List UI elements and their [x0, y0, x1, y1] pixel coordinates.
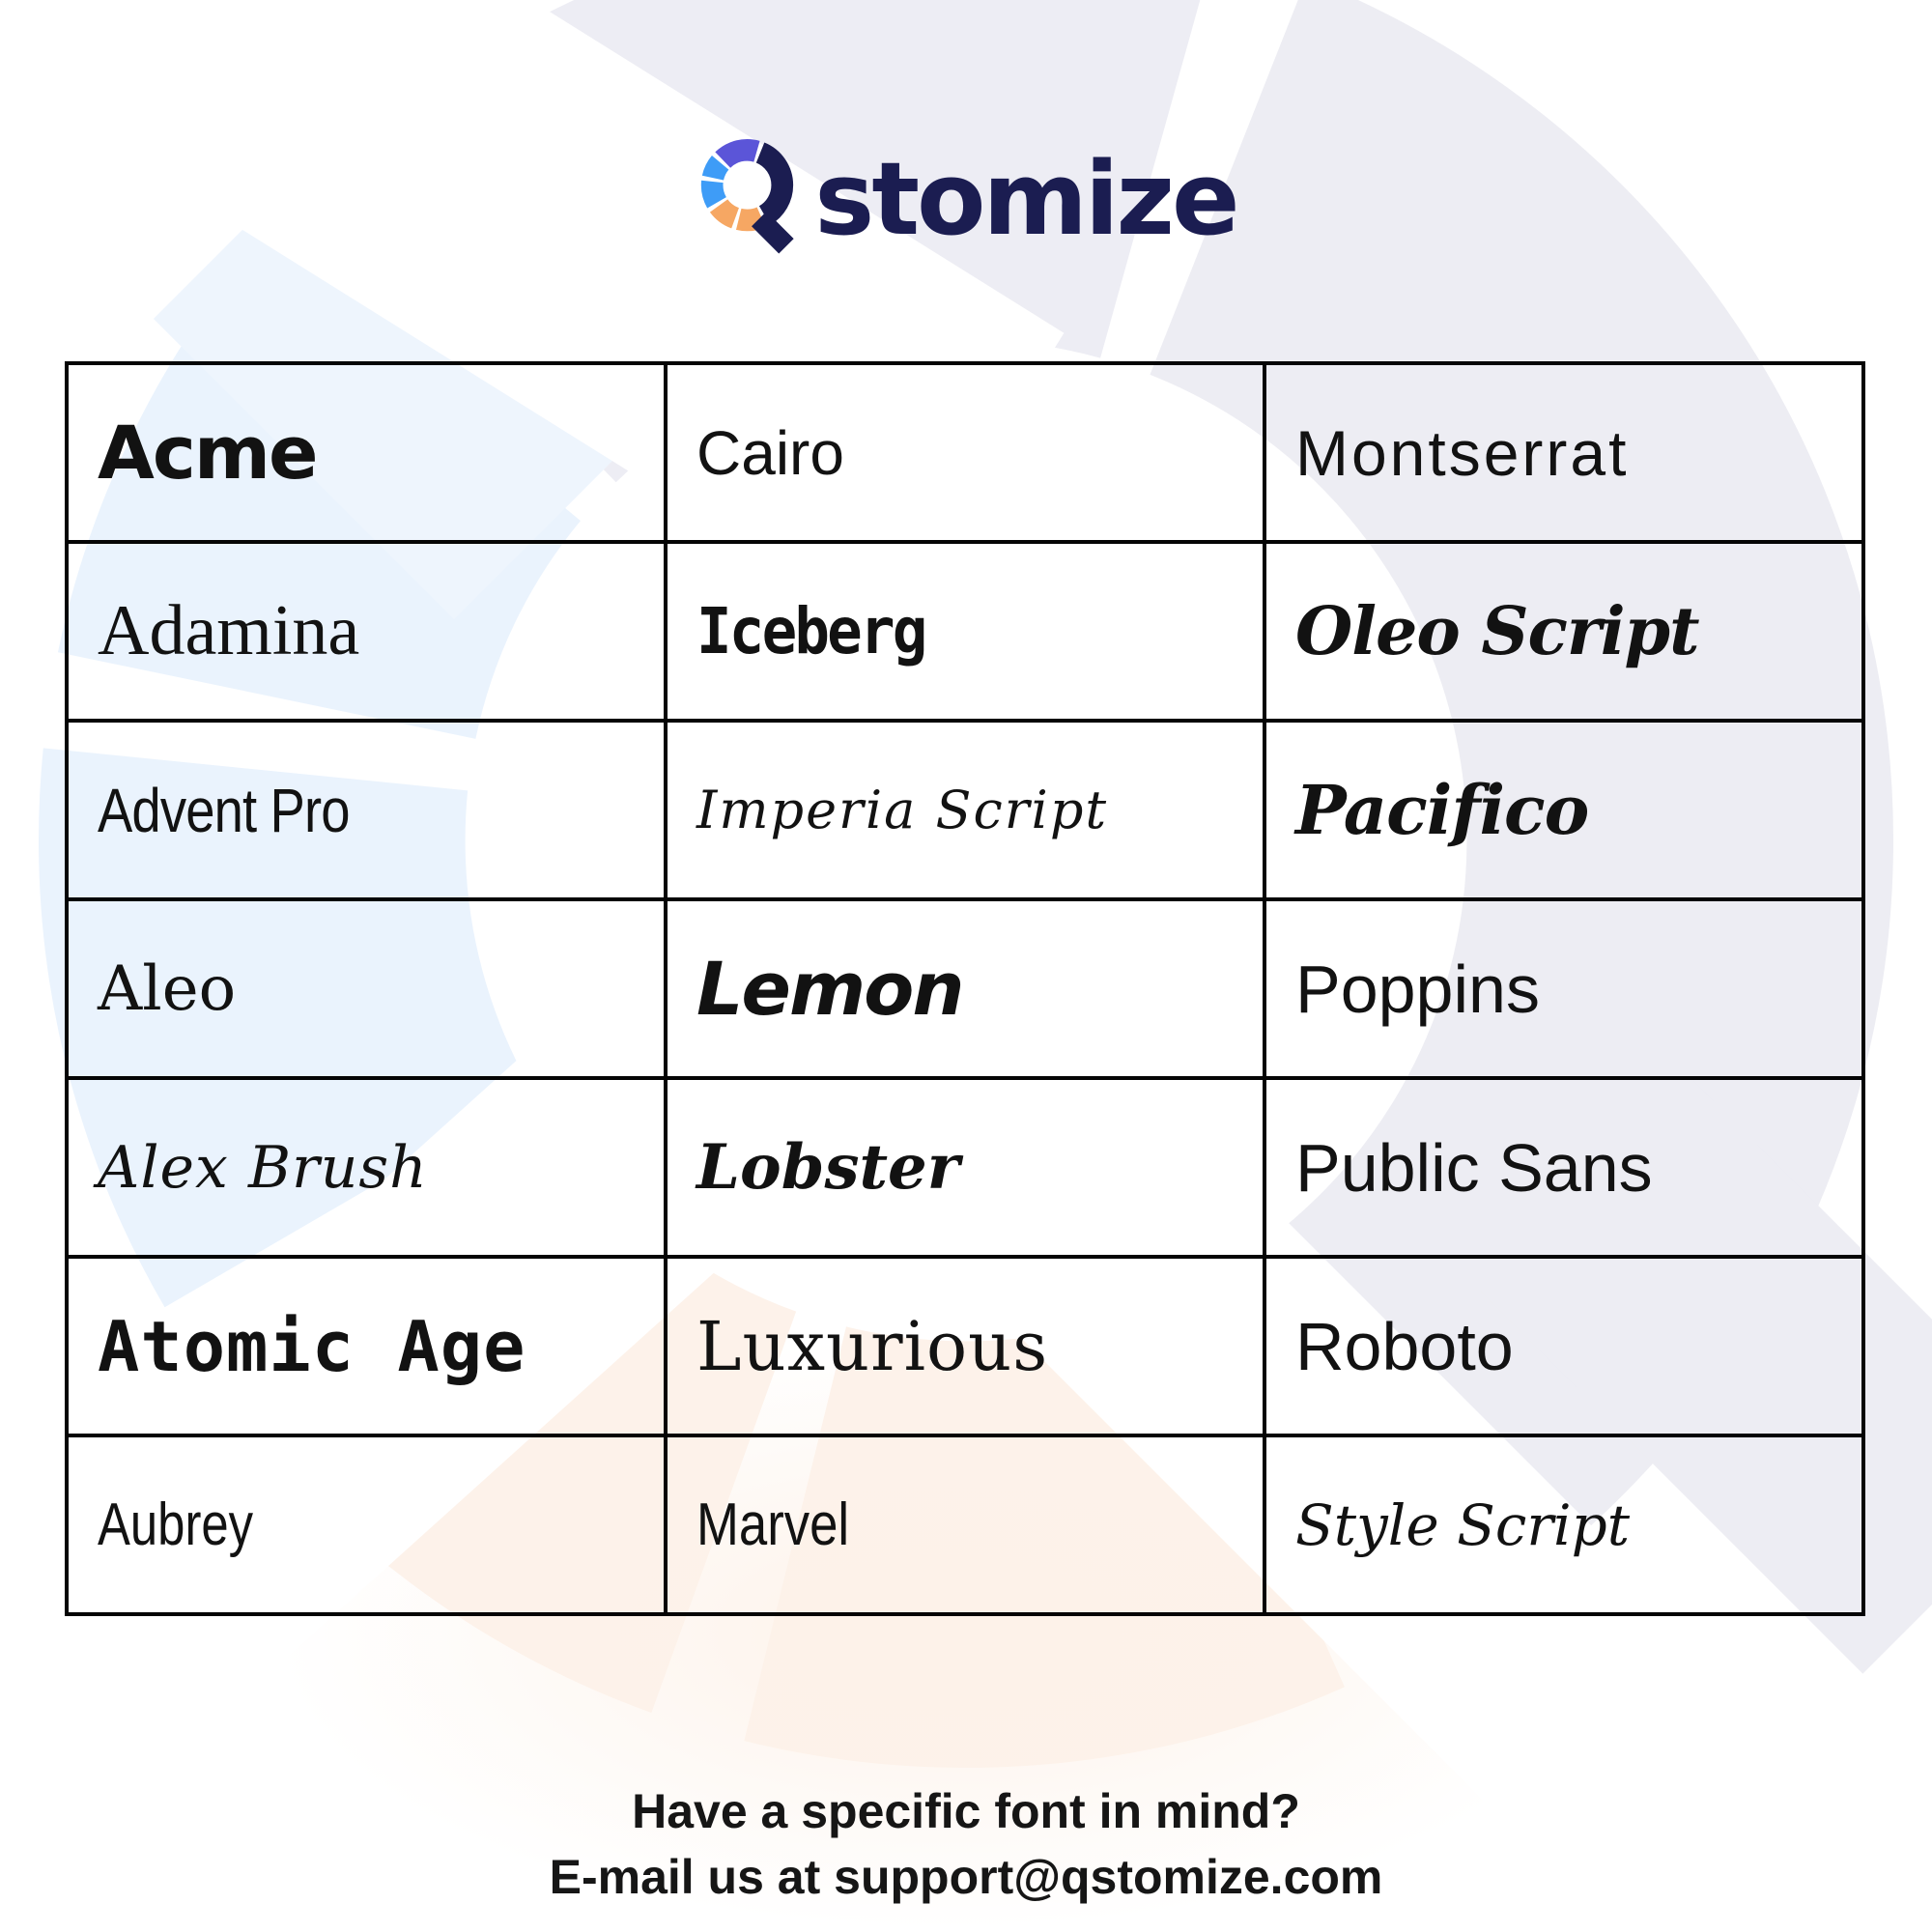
font-sample-lobster: Lobster — [696, 1131, 960, 1204]
table-cell: Alex Brush — [65, 1076, 668, 1259]
font-sample-atomic-age: Atomic Age — [98, 1305, 526, 1387]
table-cell: Adamina — [65, 540, 668, 723]
font-sample-poppins: Poppins — [1295, 951, 1540, 1027]
table-cell: Roboto — [1263, 1255, 1865, 1437]
font-sample-lemon: Lemon — [696, 946, 964, 1032]
font-sample-marvel: Marvel — [696, 1492, 850, 1558]
q-segment-purple — [701, 138, 794, 232]
table-cell: Luxurious — [664, 1255, 1266, 1437]
table-cell: Lemon — [664, 897, 1266, 1080]
logo-wordmark: stomize — [814, 140, 1239, 258]
font-sample-aubrey: Aubrey — [98, 1492, 254, 1558]
table-row: Alex Brush Lobster Public Sans — [65, 1076, 1865, 1259]
table-row: Acme Cairo Montserrat — [65, 361, 1865, 544]
font-sample-acme: Acme — [98, 410, 319, 496]
footer-question: Have a specific font in mind? — [632, 1784, 1300, 1838]
font-sample-iceberg: Iceberg — [696, 594, 927, 668]
table-cell: Aleo — [65, 897, 668, 1080]
font-sample-imperia-script: Imperia Script — [696, 780, 1109, 840]
font-sample-cairo: Cairo — [696, 417, 844, 488]
font-sample-pacifico: Pacifico — [1295, 770, 1589, 850]
q-segment-navy — [701, 138, 794, 232]
font-table: Acme Cairo Montserrat Adamina Iceberg Ol… — [65, 361, 1865, 1616]
footer-email: E-mail us at support@qstomize.com — [549, 1849, 1383, 1904]
font-sample-luxurious: Luxurious — [696, 1306, 1049, 1386]
q-segment-blue-1 — [701, 138, 794, 232]
table-cell: Lobster — [664, 1076, 1266, 1259]
table-cell: Pacifico — [1263, 719, 1865, 901]
font-sample-oleo-script: Oleo Script — [1295, 592, 1699, 670]
table-row: Aubrey Marvel Style Script — [65, 1434, 1865, 1616]
table-cell: Poppins — [1263, 897, 1865, 1080]
table-row: Atomic Age Luxurious Roboto — [65, 1255, 1865, 1437]
q-segment-orange-1 — [701, 138, 794, 232]
table-cell: Montserrat — [1263, 361, 1865, 544]
font-sample-montserrat: Montserrat — [1295, 416, 1630, 489]
table-cell: Style Script — [1263, 1434, 1865, 1616]
footer: Have a specific font in mind? E-mail us … — [0, 1779, 1932, 1910]
font-sample-advent-pro: Advent Pro — [98, 775, 350, 845]
font-sample-adamina: Adamina — [98, 591, 360, 670]
font-sample-aleo: Aleo — [98, 952, 237, 1025]
table-cell: Marvel — [664, 1434, 1266, 1616]
font-sample-roboto: Roboto — [1295, 1308, 1514, 1384]
q-ring-icon — [701, 138, 795, 254]
qstomize-logo: stomize — [0, 133, 1932, 258]
font-sample-alex-brush: Alex Brush — [98, 1133, 428, 1202]
table-cell: Advent Pro — [65, 719, 668, 901]
table-cell: Aubrey — [65, 1434, 668, 1616]
table-row: Aleo Lemon Poppins — [65, 897, 1865, 1080]
table-cell: Cairo — [664, 361, 1266, 544]
table-cell: Atomic Age — [65, 1255, 668, 1437]
table-cell: Oleo Script — [1263, 540, 1865, 723]
table-row: Adamina Iceberg Oleo Script — [65, 540, 1865, 723]
watermark-segment-top — [39, 0, 1893, 1768]
table-cell: Imperia Script — [664, 719, 1266, 901]
table-row: Advent Pro Imperia Script Pacifico — [65, 719, 1865, 901]
table-cell: Iceberg — [664, 540, 1266, 723]
q-tail — [752, 211, 795, 254]
font-sample-public-sans: Public Sans — [1295, 1129, 1653, 1206]
table-cell: Acme — [65, 361, 668, 544]
font-sample-style-script: Style Script — [1295, 1492, 1631, 1558]
table-cell: Public Sans — [1263, 1076, 1865, 1259]
